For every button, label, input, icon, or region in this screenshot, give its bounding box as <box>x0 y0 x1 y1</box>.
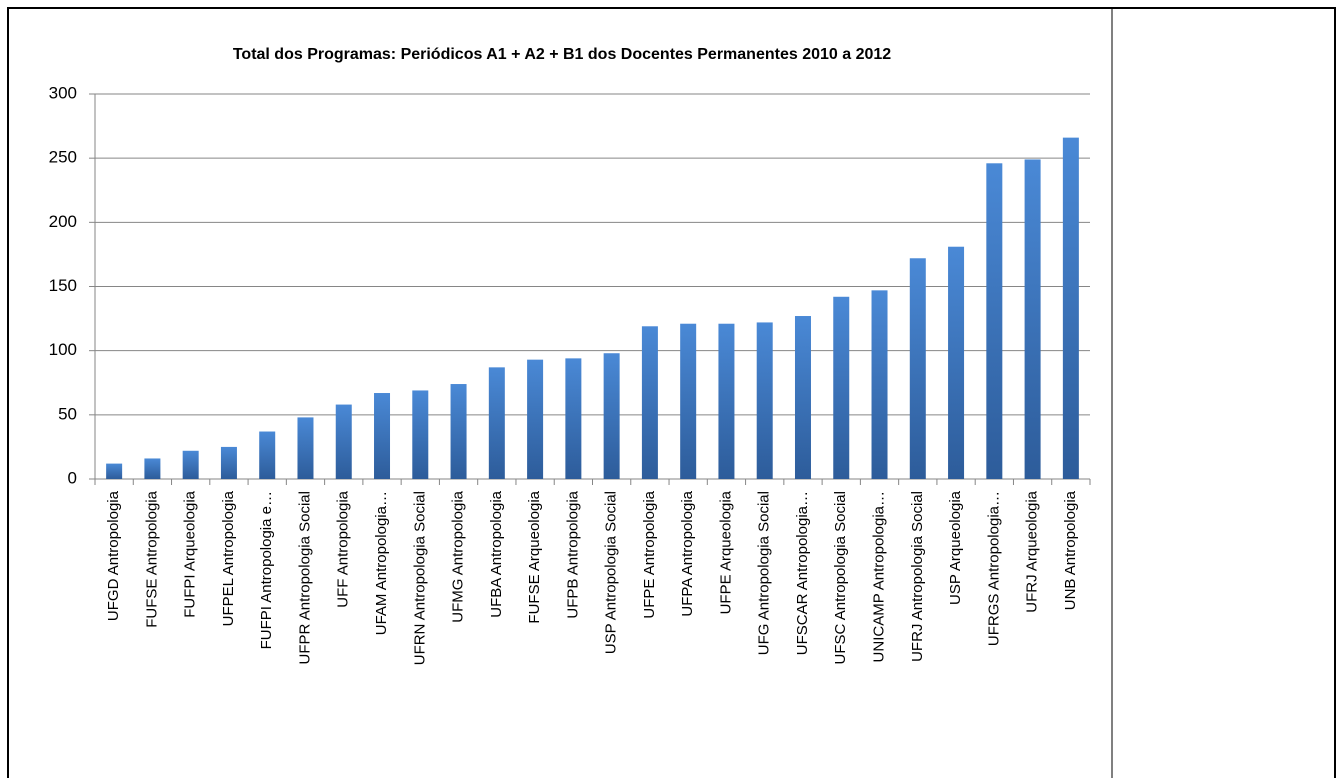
bar <box>833 296 850 479</box>
chart-title: Total dos Programas: Periódicos A1 + A2 … <box>233 46 891 63</box>
x-tick-label: UFG Antropologia Social <box>756 491 773 655</box>
bar <box>1024 159 1041 479</box>
x-tick-label: USP Arqueologia <box>947 490 964 605</box>
y-tick-label: 300 <box>49 83 77 102</box>
bar <box>718 323 735 479</box>
bar <box>603 353 620 479</box>
x-tick-label: FUFSE Arqueologia <box>526 490 543 623</box>
x-tick-label: FUFSE Antropologia <box>143 490 160 627</box>
bar <box>641 326 658 479</box>
bar <box>948 246 965 479</box>
y-tick-label: 200 <box>49 212 77 231</box>
x-tick-label: FUFPI Antropologia e… <box>258 491 275 649</box>
bar <box>1062 137 1079 479</box>
x-tick-label: USP Antropologia Social <box>603 491 620 654</box>
x-tick-label: UFRN Antropologia Social <box>411 491 428 665</box>
outer-border <box>7 7 1336 778</box>
x-tick-label: UFMG Antropologia <box>450 490 467 622</box>
x-tick-label: UNICAMP Antropologia… <box>870 491 887 662</box>
bar <box>986 163 1003 480</box>
bar <box>871 290 888 479</box>
y-tick-label: 250 <box>49 148 77 167</box>
x-tick-label: UFPB Antropologia <box>564 490 581 618</box>
bar <box>144 458 161 479</box>
x-tick-label: UFSC Antropologia Social <box>832 491 849 664</box>
bar <box>182 450 199 479</box>
x-tick-label: UFRJ Arqueologia <box>1024 490 1041 612</box>
x-tick-label: UFRGS Antropologia… <box>985 491 1002 646</box>
x-tick-label: UNB Antropologia <box>1062 490 1079 610</box>
x-tick-label: UFPR Antropologia Social <box>296 491 313 664</box>
x-tick-label: UFPEL Antropologia <box>220 490 237 626</box>
bar <box>450 384 467 479</box>
bar <box>106 463 123 479</box>
x-tick-label: UFF Antropologia <box>335 490 352 607</box>
x-tick-label: FUFPI Arqueologia <box>182 490 199 617</box>
bar <box>335 404 352 479</box>
y-tick-label: 0 <box>68 468 77 487</box>
bar <box>488 367 505 479</box>
bar <box>220 446 237 479</box>
x-tick-label: UFPE Arqueologia <box>717 490 734 614</box>
bar <box>259 431 276 479</box>
x-tick-label: UFGD Antropologia <box>105 490 122 621</box>
y-tick-label: 100 <box>49 340 77 359</box>
bar <box>909 258 926 479</box>
bar <box>527 359 544 479</box>
bar <box>756 322 773 479</box>
bar <box>412 390 429 479</box>
x-tick-label: UFPE Antropologia <box>641 490 658 618</box>
bar <box>794 316 811 479</box>
x-tick-label: UFAM Antropologia… <box>373 491 390 635</box>
bar <box>374 393 391 479</box>
bar <box>297 417 314 479</box>
y-tick-label: 150 <box>49 276 77 295</box>
bar <box>565 358 582 479</box>
x-tick-label: UFSCAR Antropologia… <box>794 491 811 655</box>
y-tick-label: 50 <box>58 404 77 423</box>
x-tick-label: UFBA Antropologia <box>488 490 505 617</box>
x-tick-label: UFPA Antropologia <box>679 490 696 616</box>
bar <box>680 323 697 479</box>
x-tick-label: UFRJ Antropologia Social <box>909 491 926 662</box>
